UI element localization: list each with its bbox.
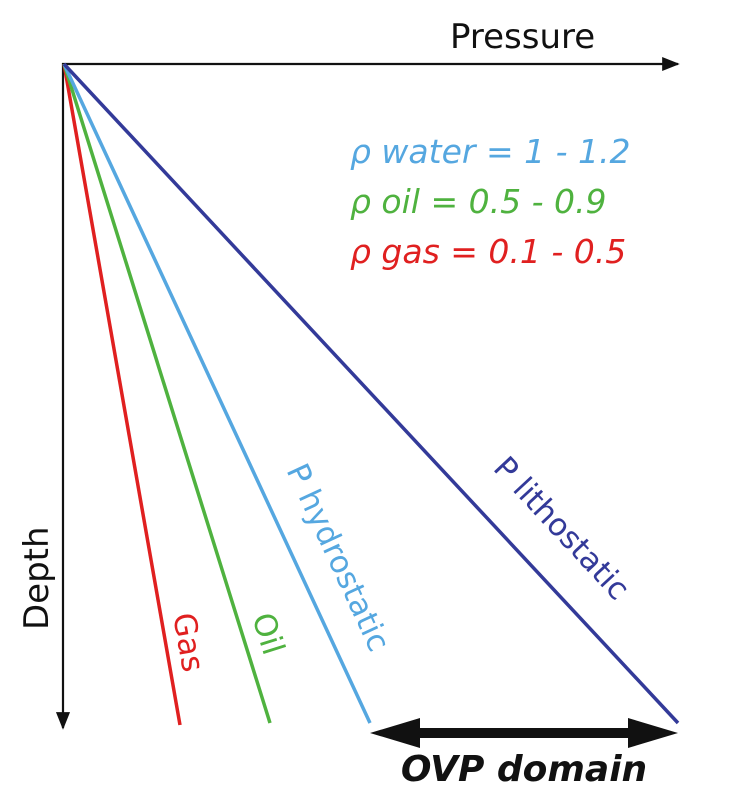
depth-axis-label: Depth	[17, 526, 57, 630]
gas-density-label: ρ gas = 0.1 - 0.5	[350, 232, 626, 271]
lithostatic-line	[62, 62, 680, 725]
ovp-domain-arrow	[370, 718, 678, 748]
water-density-label: ρ water = 1 - 1.2	[350, 132, 630, 171]
oil-line	[62, 63, 272, 724]
hydrostatic-line	[62, 63, 372, 724]
ovp-domain-label: OVP domain	[401, 749, 647, 789]
pressure-axis-label: Pressure	[450, 17, 595, 57]
oil-density-label: ρ oil = 0.5 - 0.9	[350, 182, 606, 221]
gas-line	[62, 63, 182, 726]
